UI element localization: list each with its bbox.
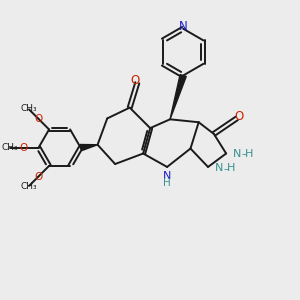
Text: N: N (233, 148, 242, 158)
Text: O: O (234, 110, 244, 123)
Text: CH₃: CH₃ (1, 143, 18, 152)
Text: H: H (163, 178, 171, 188)
Text: O: O (19, 143, 28, 153)
Text: CH₃: CH₃ (20, 104, 37, 113)
Text: H: H (245, 148, 254, 158)
Text: N: N (163, 171, 171, 181)
Text: H: H (227, 164, 236, 173)
Text: –: – (224, 164, 229, 174)
Text: O: O (130, 74, 140, 87)
Text: –: – (242, 149, 247, 159)
Text: O: O (34, 114, 43, 124)
Text: N: N (215, 164, 223, 173)
Polygon shape (80, 145, 98, 151)
Polygon shape (170, 75, 186, 119)
Text: O: O (34, 172, 43, 182)
Text: N: N (179, 20, 188, 33)
Text: CH₃: CH₃ (20, 182, 37, 191)
